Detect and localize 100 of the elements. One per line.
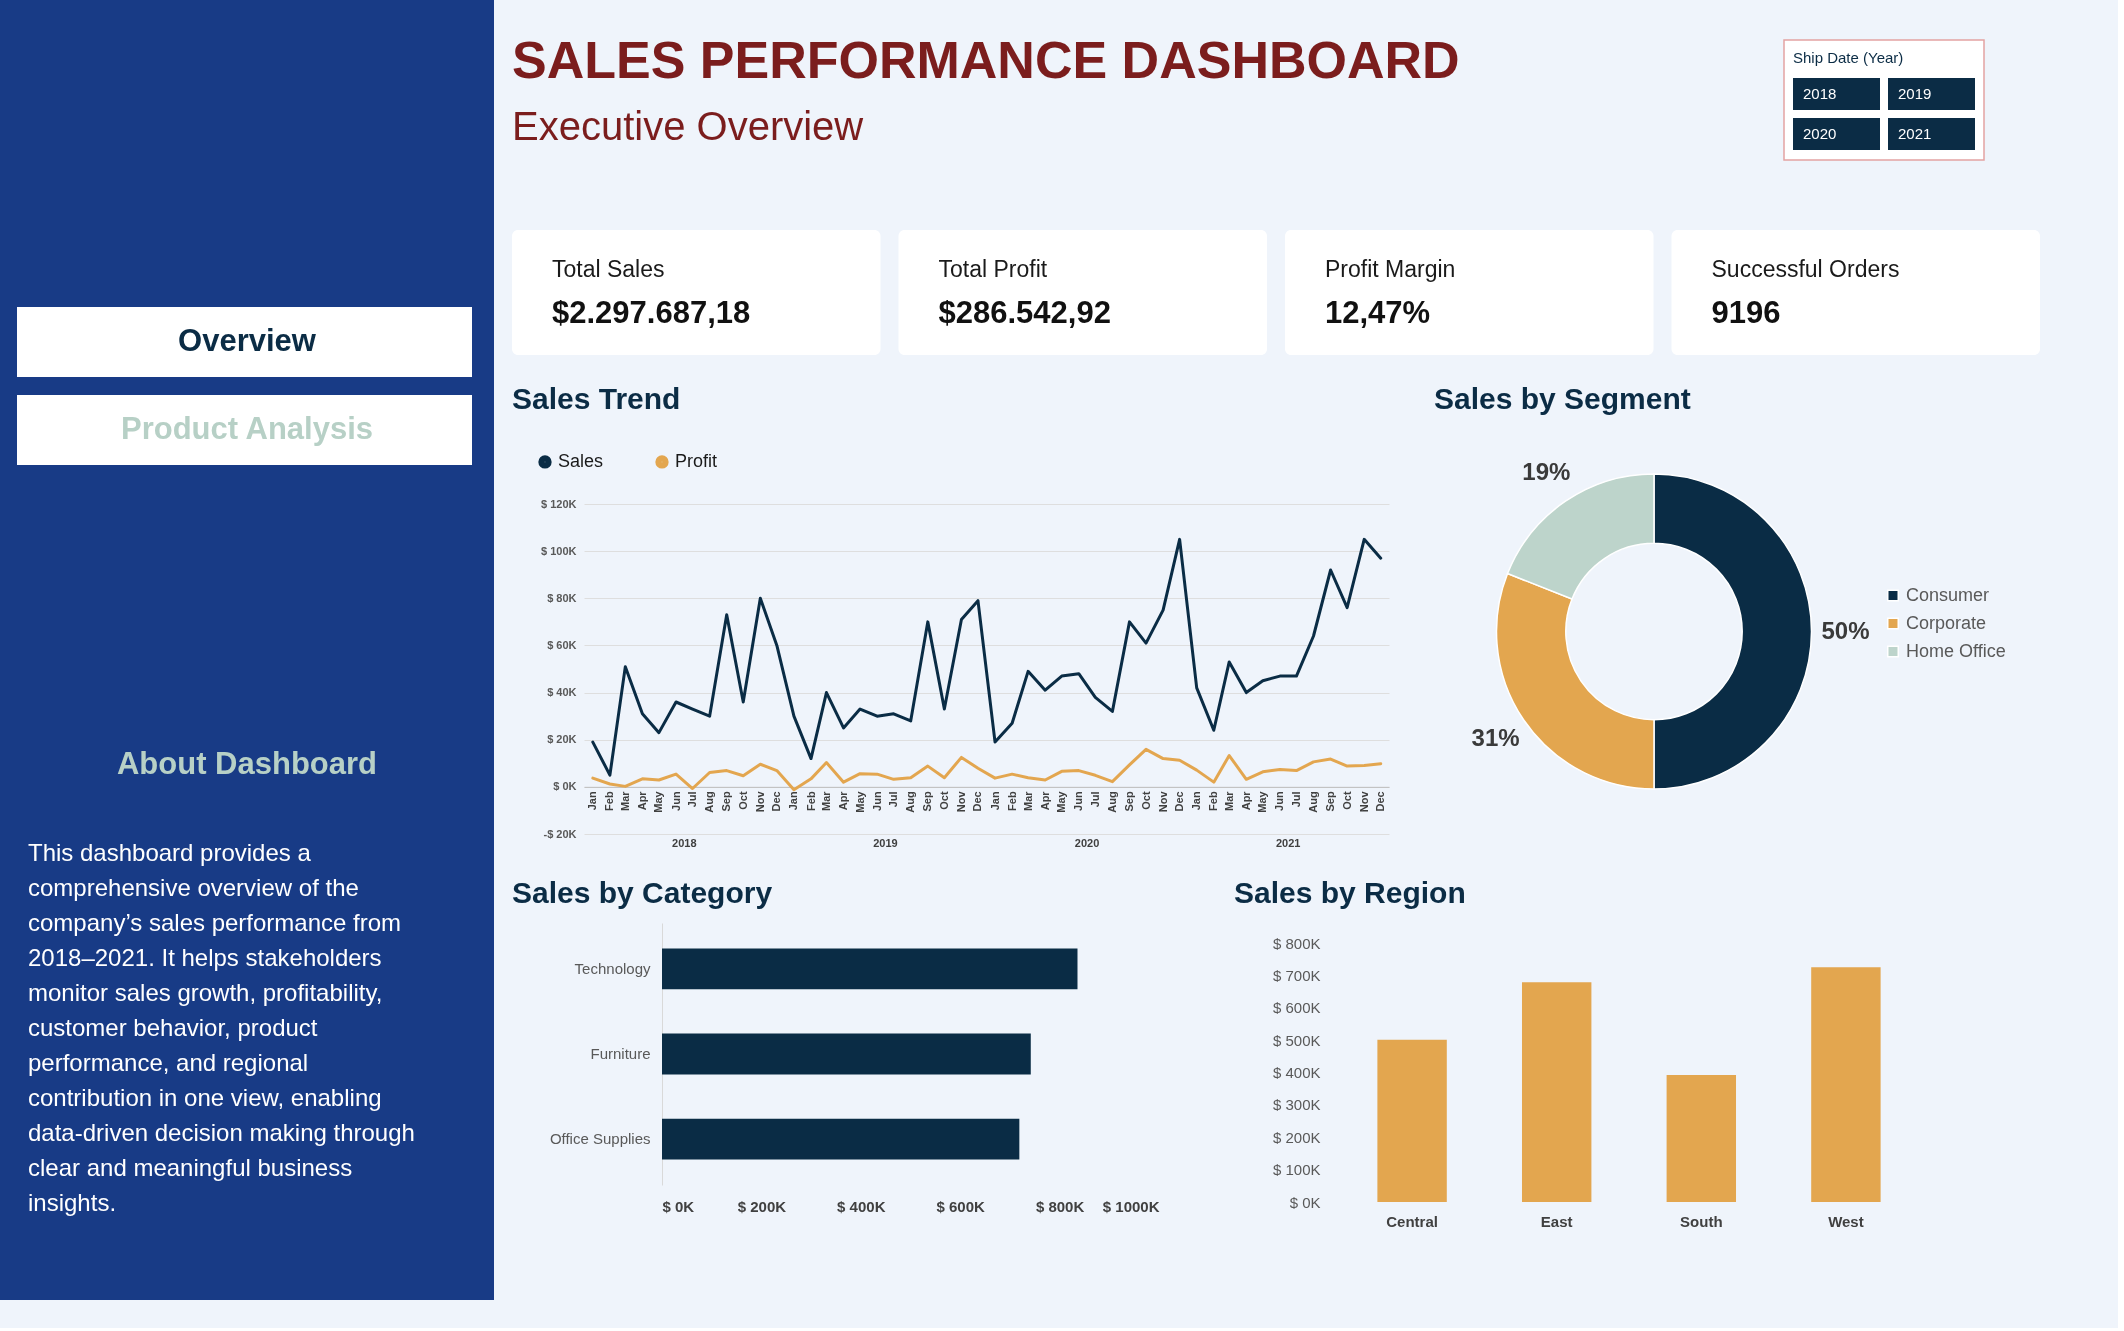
category-label: 2019 <box>1898 85 1932 102</box>
x-tick-label: Apr <box>837 790 850 811</box>
bar <box>1377 1039 1447 1202</box>
x-tick-label: Oct <box>1340 791 1353 810</box>
legend-label: Corporate <box>1906 612 1987 633</box>
line-series <box>591 537 1383 777</box>
bar <box>1521 982 1592 1202</box>
x-tick-label: Central <box>1386 1212 1438 1230</box>
x-tick-label: Jan <box>1190 791 1203 811</box>
x-tick-label: Nov <box>753 790 766 813</box>
y-tick-label: $ 20K <box>547 733 577 746</box>
x2-tick-label: 2021 <box>1275 837 1301 849</box>
y-tick-label: Furniture <box>590 1045 651 1062</box>
x-tick-label: Jul <box>1289 791 1302 808</box>
x2-tick-label: 2018 <box>672 837 697 849</box>
y-tick-label: $ 400K <box>1272 1064 1321 1081</box>
x-tick-label: Jan <box>586 791 599 811</box>
x-tick-label: Jun <box>1072 791 1085 811</box>
x-tick-label: $ 200K <box>737 1197 787 1215</box>
x-tick-label: Feb <box>603 791 616 811</box>
category-label: Product Analysis <box>120 411 374 446</box>
y-tick-label: $ 100K <box>541 544 577 557</box>
x-tick-label: May <box>1256 790 1269 813</box>
x-tick-label: Nov <box>1357 790 1370 813</box>
x-tick-label: May <box>853 790 866 813</box>
category-label: Overview <box>178 323 317 358</box>
text: Ship Date (Year) <box>1793 49 1904 66</box>
legend-label: Consumer <box>1906 584 1990 605</box>
data-label: 31% <box>1471 724 1520 752</box>
x-tick-label: South <box>1680 1212 1723 1230</box>
x-tick-label: Oct <box>1139 791 1152 810</box>
chart-title: Sales by Segment <box>1434 382 1691 415</box>
x2-tick-label: 2019 <box>873 837 898 849</box>
text: 12,47% <box>1325 295 1431 330</box>
x-tick-label: East <box>1540 1212 1573 1230</box>
x-tick-label: Apr <box>635 790 648 811</box>
y-tick-label: -$ 20K <box>543 827 577 840</box>
text: About Dashboard <box>116 746 378 781</box>
x-tick-label: Jul <box>1088 791 1101 808</box>
x-tick-label: $ 800K <box>1035 1197 1085 1215</box>
text: $2.297.687,18 <box>552 295 751 330</box>
x-tick-label: Aug <box>904 791 917 813</box>
x-tick-label: Jan <box>988 791 1001 811</box>
x-tick-label: Mar <box>819 790 832 811</box>
x-tick-label: Sep <box>921 791 934 812</box>
x-tick-label: Sep <box>1122 791 1135 812</box>
x-tick-label: Apr <box>1239 790 1252 811</box>
x-tick-label: Dec <box>1374 791 1387 812</box>
x-tick-label: Oct <box>937 791 950 810</box>
category-label: Total Sales <box>552 256 665 282</box>
text: This dashboard provides a comprehensive overview of the company’s sales performance from 2018–2021. It helps stakeholders monitor sales growth, profitability, customer behavior, product performance, and regional contribution in one view, enabling data-driven decision making through clear and meaningful business insights. <box>28 839 415 1216</box>
x-tick-label: Dec <box>770 791 783 812</box>
category-label: 2021 <box>1898 125 1932 142</box>
x-tick-label: Dec <box>971 791 984 812</box>
bar <box>1811 967 1881 1202</box>
text: $286.542,92 <box>938 295 1111 330</box>
x-tick-label: Jul <box>686 791 699 808</box>
x-tick-label: Oct <box>736 791 749 810</box>
x2-tick-label: 2020 <box>1074 837 1100 849</box>
x-tick-label: Jul <box>887 791 900 808</box>
x-tick-label: May <box>1055 790 1068 813</box>
chart-title: Sales by Region <box>1234 876 1466 909</box>
line-series <box>591 747 1383 792</box>
x-tick-label: Apr <box>1038 790 1051 811</box>
x-tick-label: Jun <box>1273 791 1286 811</box>
x-tick-label: Aug <box>703 791 716 813</box>
y-tick-label: $ 500K <box>1272 1031 1321 1049</box>
x-tick-label: Jun <box>669 791 682 811</box>
x-tick-label: West <box>1828 1212 1864 1230</box>
x-tick-label: Jan <box>787 791 800 811</box>
y-tick-label: $ 600K <box>1272 999 1321 1017</box>
category-label: Profit Margin <box>1325 256 1456 282</box>
text: Executive Overview <box>512 104 864 148</box>
y-tick-label: $ 40K <box>547 686 577 699</box>
x-tick-label: Mar <box>618 790 631 811</box>
legend-label: Sales <box>558 450 604 471</box>
y-tick-label: Office Supplies <box>549 1130 651 1148</box>
x-tick-label: Aug <box>1105 791 1118 813</box>
x-tick-label: $ 0K <box>662 1197 695 1215</box>
chart-title: Sales Trend <box>512 382 681 415</box>
y-tick-label: $ 120K <box>541 497 577 510</box>
x-tick-label: Nov <box>1156 790 1169 813</box>
x-tick-label: $ 400K <box>837 1197 886 1215</box>
y-tick-label: $ 100K <box>1272 1161 1321 1179</box>
legend-label: Profit <box>675 450 718 471</box>
x-tick-label: May <box>652 790 665 813</box>
y-tick-label: $ 80K <box>547 591 577 604</box>
y-tick-label: $ 800K <box>1272 934 1321 952</box>
x-tick-label: Feb <box>804 791 817 811</box>
y-tick-label: $ 0K <box>553 780 577 793</box>
x-tick-label: Sep <box>1324 791 1337 812</box>
text: 9196 <box>1711 295 1781 330</box>
x-tick-label: Feb <box>1207 791 1220 811</box>
y-tick-label: Technology <box>574 959 651 977</box>
data-label: 50% <box>1821 616 1870 644</box>
y-tick-label: $ 200K <box>1272 1128 1321 1146</box>
chart-title: Sales by Category <box>512 876 773 909</box>
x-tick-label: $ 600K <box>936 1197 986 1215</box>
x-tick-label: Dec <box>1173 791 1186 812</box>
category-label: Total Profit <box>938 256 1048 282</box>
